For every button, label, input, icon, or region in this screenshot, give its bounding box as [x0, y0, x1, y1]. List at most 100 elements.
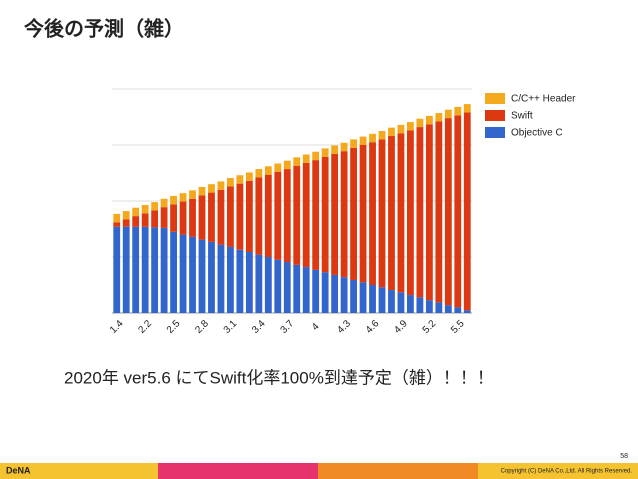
x-tick-label: 4: [310, 321, 322, 333]
bar-segment: [312, 151, 320, 161]
bar-segment: [198, 239, 206, 313]
bar-segment: [236, 249, 244, 313]
bar-segment: [331, 145, 339, 154]
bar-segment: [198, 195, 206, 240]
bar-segment: [359, 145, 367, 283]
bar-segment: [397, 292, 405, 313]
bar-segment: [444, 109, 452, 119]
bar-segment: [151, 210, 159, 228]
footer-band: [158, 463, 318, 479]
bar-segment: [274, 163, 282, 172]
bar-segment: [255, 169, 263, 178]
bar-segment: [132, 207, 140, 217]
bar-segment: [378, 131, 386, 140]
bar-segment: [340, 142, 348, 152]
bar-segment: [236, 175, 244, 184]
bar-segment: [359, 136, 367, 145]
bar-segment: [312, 160, 320, 270]
bar-segment: [151, 227, 159, 313]
bar-segment: [407, 295, 414, 313]
bar-segment: [378, 287, 386, 313]
bar-segment: [122, 226, 130, 313]
bar-segment: [454, 115, 462, 308]
bar-segment: [179, 193, 187, 202]
bar-segment: [227, 178, 234, 187]
bar-segment: [208, 184, 215, 193]
bar-segment: [179, 234, 187, 313]
bar-segment: [378, 139, 386, 288]
x-tick-label: 5.2: [421, 318, 439, 336]
bar-segment: [293, 264, 301, 313]
bar-segment: [444, 118, 452, 306]
bar-segment: [302, 267, 310, 313]
bar-segment: [463, 112, 471, 311]
bar-segment: [113, 226, 121, 313]
bar-segment: [217, 181, 225, 190]
bar-segment: [227, 246, 234, 313]
bar-segment: [293, 165, 301, 265]
bar-segment: [435, 302, 443, 313]
bar-segment: [321, 272, 329, 313]
bar-segment: [141, 226, 149, 313]
footer-band: [478, 463, 638, 479]
bar-segment: [416, 118, 424, 128]
logo: DeNA: [6, 465, 31, 475]
x-tick-label: 3.4: [250, 318, 268, 336]
bar-segment: [132, 226, 140, 313]
bar-segment: [302, 154, 310, 163]
bar-segment: [350, 147, 357, 280]
bar-segment: [407, 130, 414, 296]
bar-segment: [350, 139, 357, 148]
bar-segment: [170, 231, 177, 313]
bar-segment: [236, 183, 244, 250]
bar-segment: [388, 136, 395, 291]
legend-label: C/C++ Header: [511, 94, 576, 105]
bar-segment: [264, 174, 272, 257]
legend-swatch: [485, 127, 505, 138]
x-tick-label: 4.3: [335, 318, 353, 336]
legend-label: Swift: [511, 111, 533, 122]
bar-segment: [274, 259, 282, 313]
bar-segment: [255, 254, 263, 313]
bar-segment: [350, 279, 357, 313]
x-tick-label: 1.4: [108, 318, 126, 336]
x-tick-label: 2.2: [136, 318, 154, 336]
x-tick-label: 5.5: [449, 318, 467, 336]
bar-segment: [321, 148, 329, 157]
legend-swatch: [485, 93, 505, 104]
bar-segment: [331, 153, 339, 275]
bar-segment: [454, 106, 462, 116]
footer-band: [318, 463, 478, 479]
copyright: Copyright (C) DeNA Co.,Ltd. All Rights R…: [501, 469, 633, 475]
bar-segment: [407, 122, 414, 131]
x-tick-label: 3.1: [222, 318, 240, 336]
x-tick-label: 4.6: [364, 318, 382, 336]
bar-segment: [132, 216, 140, 227]
bar-segment: [189, 236, 196, 313]
bar-segment: [397, 124, 405, 134]
bar-segment: [245, 180, 253, 252]
bar-segment: [444, 305, 452, 313]
bar-segment: [170, 204, 177, 232]
bar-segment: [312, 269, 320, 313]
bar-segment: [245, 172, 253, 181]
bar-segment: [388, 127, 395, 137]
bar-segment: [208, 192, 215, 242]
bar-segment: [359, 282, 367, 313]
bar-segment: [217, 244, 225, 313]
bar-segment: [274, 171, 282, 260]
bar-segment: [340, 151, 348, 278]
slide-title: 今後の予測（雑）: [24, 16, 184, 40]
bar-segment: [416, 297, 424, 313]
page-number: 58: [620, 453, 628, 460]
bar-segment: [369, 285, 376, 313]
legend-swatch: [485, 110, 505, 121]
bar-segment: [189, 190, 196, 199]
x-tick-label: 2.8: [193, 318, 211, 336]
bar-segment: [141, 204, 149, 214]
bar-segment: [321, 156, 329, 273]
x-tick-label: 4.9: [392, 318, 410, 336]
bar-segment: [425, 124, 433, 301]
bar-segment: [425, 115, 433, 125]
